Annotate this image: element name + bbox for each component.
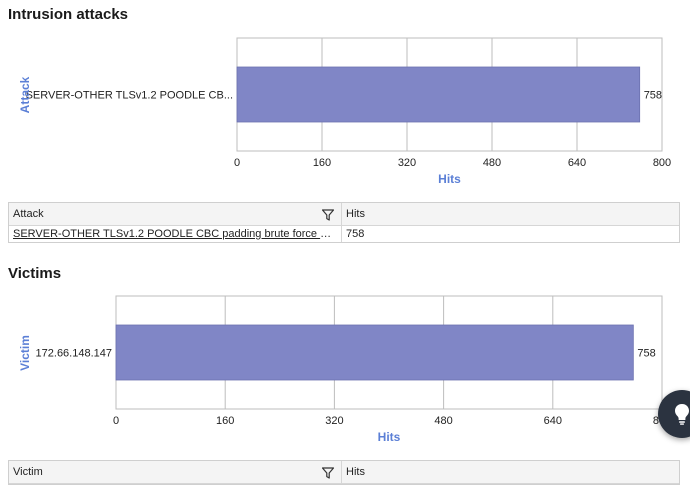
attacks-section-title: Intrusion attacks [8,6,129,23]
x-tick-label: 160 [216,415,234,427]
x-tick-label: 0 [234,157,240,169]
victims-table: Victim Hits [8,460,680,485]
x-tick-label: 320 [398,157,416,169]
hits-column-header[interactable]: Hits [342,461,679,483]
victim-column-label: Victim [13,466,43,478]
bar [236,66,641,123]
x-tick-label: 160 [313,157,331,169]
hits-column-header[interactable]: Hits [342,203,679,225]
lightbulb-icon [675,404,689,425]
filter-icon[interactable] [322,467,334,479]
category-label: 172.66.148.147 [36,348,112,360]
victims-section-title: Victims [8,265,62,282]
hits-value: 758 [346,228,365,240]
hits-cell: 758 [342,226,679,242]
x-tick-label: 800 [653,157,671,169]
victim-column-header[interactable]: Victim [9,461,342,483]
y-axis-title: Victim [18,335,32,371]
x-tick-label: 320 [325,415,343,427]
hits-column-label: Hits [346,208,365,220]
data-label: 758 [637,348,655,360]
attack-column-header[interactable]: Attack [9,203,342,225]
x-tick-label: 480 [434,415,452,427]
y-axis-title: Attack [18,76,32,113]
x-tick-label: 640 [544,415,562,427]
attack-link[interactable]: SERVER-OTHER TLSv1.2 POODLE CBC padding … [13,228,335,240]
attacks-table: Attack Hits SERVER-OTHER TLSv1.2 POODLE … [8,202,680,243]
hits-column-label: Hits [346,466,365,478]
bar [115,324,634,381]
victims-table-header: Victim Hits [9,461,679,484]
table-row: SERVER-OTHER TLSv1.2 POODLE CBC padding … [9,226,679,242]
x-tick-label: 640 [568,157,586,169]
x-axis-title: Hits [378,430,401,444]
attacks-table-header: Attack Hits [9,203,679,226]
attack-column-label: Attack [13,208,44,220]
attack-cell: SERVER-OTHER TLSv1.2 POODLE CBC padding … [9,226,342,242]
x-tick-label: 0 [113,415,119,427]
attacks-chart: 0 160 320 480 640 800 758 SERVER-OTHER TLSv1.2 … [18,37,671,186]
data-label: 758 [644,90,662,102]
x-tick-label: 480 [483,157,501,169]
filter-icon[interactable] [322,209,334,221]
x-axis-title: Hits [438,172,461,186]
category-label: SERVER-OTHER TLSv1.2 POODLE CB... [26,90,233,102]
help-fab-button[interactable] [658,390,690,438]
victims-chart: 0160320480640800758172.66.148.147HitsVic… [18,295,671,444]
